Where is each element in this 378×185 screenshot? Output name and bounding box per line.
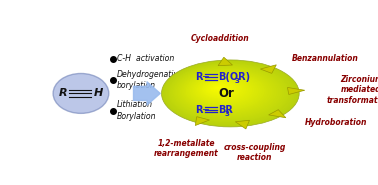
Circle shape — [207, 82, 234, 95]
Ellipse shape — [53, 73, 109, 113]
Circle shape — [163, 61, 297, 126]
Circle shape — [211, 84, 228, 92]
Text: R: R — [195, 105, 203, 115]
Circle shape — [190, 74, 259, 107]
Polygon shape — [269, 110, 286, 118]
Polygon shape — [288, 88, 305, 95]
Circle shape — [205, 81, 236, 96]
Circle shape — [173, 65, 283, 119]
Circle shape — [215, 86, 222, 89]
Circle shape — [171, 65, 285, 120]
Text: 1,2-metallate
rearrangement: 1,2-metallate rearrangement — [154, 139, 218, 158]
Circle shape — [192, 75, 254, 105]
Circle shape — [217, 87, 220, 88]
Text: C-H  activation: C-H activation — [117, 54, 174, 63]
Circle shape — [198, 78, 246, 101]
Circle shape — [203, 80, 240, 98]
Polygon shape — [195, 117, 209, 125]
Text: 3: 3 — [225, 111, 230, 117]
Text: Cycloaddition: Cycloaddition — [191, 34, 249, 43]
Circle shape — [201, 79, 242, 99]
Circle shape — [164, 61, 295, 125]
Text: H: H — [93, 88, 102, 98]
Circle shape — [187, 72, 263, 109]
Text: Benzannulation: Benzannulation — [292, 54, 358, 63]
Circle shape — [169, 63, 289, 122]
Text: Zirconium
mediated
transformations: Zirconium mediated transformations — [327, 75, 378, 105]
Text: Hydroboration: Hydroboration — [304, 118, 367, 127]
Circle shape — [212, 85, 226, 91]
Polygon shape — [260, 65, 276, 73]
FancyArrowPatch shape — [133, 82, 160, 105]
Circle shape — [178, 68, 275, 115]
Circle shape — [174, 66, 281, 118]
Text: R: R — [59, 88, 68, 98]
Circle shape — [195, 76, 251, 103]
Circle shape — [184, 71, 267, 111]
Text: Dehydrogenative
borylation: Dehydrogenative borylation — [117, 70, 183, 90]
Text: cross-coupling
reaction: cross-coupling reaction — [223, 143, 286, 162]
Circle shape — [176, 67, 279, 117]
Text: R: R — [195, 72, 203, 82]
Circle shape — [180, 69, 273, 114]
Circle shape — [200, 78, 244, 100]
Circle shape — [197, 77, 248, 102]
Polygon shape — [235, 120, 249, 129]
Circle shape — [161, 60, 299, 127]
Circle shape — [183, 70, 269, 112]
Text: B(OR): B(OR) — [218, 72, 250, 82]
Text: BR: BR — [218, 105, 233, 115]
Circle shape — [186, 72, 265, 110]
Circle shape — [166, 62, 293, 124]
Circle shape — [177, 68, 277, 116]
Circle shape — [181, 70, 271, 113]
Circle shape — [204, 80, 238, 97]
Polygon shape — [218, 57, 232, 66]
Text: ─: ─ — [203, 72, 208, 82]
Text: 3: 3 — [235, 78, 240, 84]
Circle shape — [208, 83, 232, 94]
Circle shape — [194, 76, 253, 104]
Circle shape — [191, 74, 257, 106]
Circle shape — [167, 63, 291, 123]
Circle shape — [188, 73, 260, 108]
Text: Or: Or — [218, 87, 234, 100]
Text: ─: ─ — [203, 105, 208, 115]
Text: Lithiation
Borylation: Lithiation Borylation — [117, 100, 156, 121]
Circle shape — [170, 64, 287, 121]
Circle shape — [209, 83, 230, 93]
Circle shape — [214, 85, 224, 90]
